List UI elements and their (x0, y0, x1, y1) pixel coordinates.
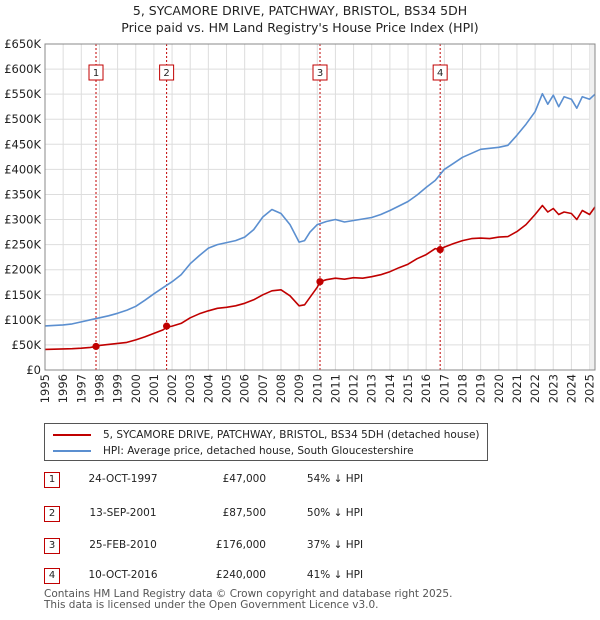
price-chart: £0 £50K £100K £150K £200K £250K £300K £350K £400… (4, 37, 597, 403)
x-tick-label: 2021 (510, 374, 524, 403)
sale-date: 13-SEP-2001 (89, 507, 157, 519)
x-tick-label: 2024 (564, 374, 578, 403)
sale-date: 24-OCT-1997 (88, 473, 158, 485)
sale-row: 1 24-OCT-1997 £47,000 54% ↓ HPI (44, 470, 444, 490)
sale-marker-badge (312, 64, 328, 81)
sale-point (92, 342, 100, 351)
sale-price: £240,000 (215, 569, 266, 581)
title-line-1: 5, SYCAMORE DRIVE, PATCHWAY, BRISTOL, BS… (132, 3, 468, 18)
forecast-region (589, 44, 595, 370)
x-tick-label: 2009 (292, 374, 306, 403)
x-tick-label: 2003 (183, 374, 197, 403)
plot-border (44, 43, 596, 371)
x-tick-label: 1995 (38, 374, 52, 403)
sale-point (316, 278, 324, 286)
x-tick-label: 2005 (220, 374, 234, 403)
y-tick-label: £200K (4, 263, 41, 277)
sale-number-badge: 4 (44, 568, 60, 584)
x-tick-label: 2015 (401, 374, 415, 403)
legend-label-price-paid: 5, SYCAMORE DRIVE, PATCHWAY, BRISTOL, BS… (103, 429, 480, 441)
y-tick-label: £600K (4, 62, 41, 76)
sale-hpi-diff: 54% ↓ HPI (306, 473, 364, 485)
footer-licence: This data is licensed under the Open Gov… (44, 599, 379, 611)
x-tick-label: 2014 (383, 374, 397, 403)
x-tick-label: 1996 (56, 374, 70, 403)
legend-item-hpi: HPI: Average price, detached house, Sout… (53, 443, 414, 459)
x-tick-label: 2019 (474, 374, 488, 403)
legend-swatch-hpi (53, 450, 91, 452)
y-tick-label: £0 (26, 363, 41, 377)
sale-price: £47,000 (222, 473, 266, 485)
x-tick-label: 2004 (201, 374, 215, 403)
y-tick-label: £450K (4, 137, 41, 151)
y-tick-label: £150K (4, 288, 41, 302)
x-tick-label: 2002 (165, 374, 179, 403)
title-line-2: Price paid vs. HM Land Registry's House … (121, 20, 479, 35)
legend-label-hpi: HPI: Average price, detached house, Sout… (103, 445, 414, 457)
sale-hpi-diff: 37% ↓ HPI (306, 539, 364, 551)
legend: 5, SYCAMORE DRIVE, PATCHWAY, BRISTOL, BS… (44, 423, 488, 461)
sale-row: 4 10-OCT-2016 £240,000 41% ↓ HPI (44, 566, 444, 586)
x-tick-label: 2001 (147, 374, 161, 403)
plot-area (45, 44, 595, 370)
sale-marker-badge (432, 64, 448, 81)
sale-marker-label: 2 (163, 68, 169, 79)
x-tick-label: 2000 (129, 374, 143, 403)
sale-marker-label: 4 (437, 68, 443, 79)
x-tick-label: 2017 (437, 374, 451, 403)
sale-row: 2 13-SEP-2001 £87,500 50% ↓ HPI (44, 504, 444, 524)
x-tick-label: 2010 (310, 374, 324, 403)
x-tick-label: 1998 (92, 374, 106, 403)
hpi-series-line (44, 92, 596, 327)
x-tick-label: 2018 (455, 374, 469, 403)
sale-point (436, 246, 444, 254)
y-tick-label: £350K (4, 187, 41, 201)
sale-hpi-diff: 50% ↓ HPI (306, 507, 364, 519)
sale-hpi-diff: 41% ↓ HPI (306, 569, 364, 581)
chart-title: 5, SYCAMORE DRIVE, PATCHWAY, BRISTOL, BS… (0, 2, 600, 36)
x-tick-label: 2012 (347, 374, 361, 403)
y-tick-label: £400K (4, 162, 41, 176)
sale-number-badge: 3 (44, 538, 60, 554)
y-tick-label: £50K (12, 338, 42, 352)
y-tick-label: £650K (4, 37, 41, 51)
y-tick-label: £500K (4, 112, 41, 126)
x-tick-label: 2023 (546, 374, 560, 403)
sale-number-badge: 1 (44, 472, 60, 488)
x-tick-label: 2020 (492, 374, 506, 403)
x-tick-label: 2013 (365, 374, 379, 403)
x-tick-label: 2025 (583, 374, 597, 403)
sale-date: 10-OCT-2016 (88, 569, 158, 581)
y-tick-label: £250K (4, 238, 41, 252)
sale-marker-badge (88, 64, 104, 81)
x-tick-label: 2007 (256, 374, 270, 403)
x-tick-label: 2022 (528, 374, 542, 403)
sale-marker-label: 3 (317, 68, 323, 79)
sale-marker-badge (159, 64, 175, 81)
x-tick-label: 1997 (74, 374, 88, 403)
x-tick-label: 1999 (111, 374, 125, 403)
y-tick-label: £100K (4, 313, 41, 327)
legend-item-price-paid: 5, SYCAMORE DRIVE, PATCHWAY, BRISTOL, BS… (53, 427, 480, 443)
x-tick-label: 2016 (419, 374, 433, 403)
sale-price: £176,000 (215, 539, 266, 551)
y-tick-label: £550K (4, 87, 41, 101)
sale-price: £87,500 (222, 507, 266, 519)
footer: Contains HM Land Registry data © Crown c… (44, 589, 452, 611)
x-tick-label: 2006 (238, 374, 252, 403)
sale-number-badge: 2 (44, 506, 60, 522)
x-tick-label: 2008 (274, 374, 288, 403)
sale-point (163, 322, 171, 330)
sale-marker-label: 1 (93, 68, 99, 79)
legend-swatch-price-paid (53, 434, 91, 436)
x-tick-label: 2011 (328, 374, 342, 403)
y-tick-label: £300K (4, 213, 41, 227)
sale-date: 25-FEB-2010 (89, 539, 157, 551)
sale-row: 3 25-FEB-2010 £176,000 37% ↓ HPI (44, 536, 444, 556)
footer-copyright: Contains HM Land Registry data © Crown c… (44, 588, 453, 600)
